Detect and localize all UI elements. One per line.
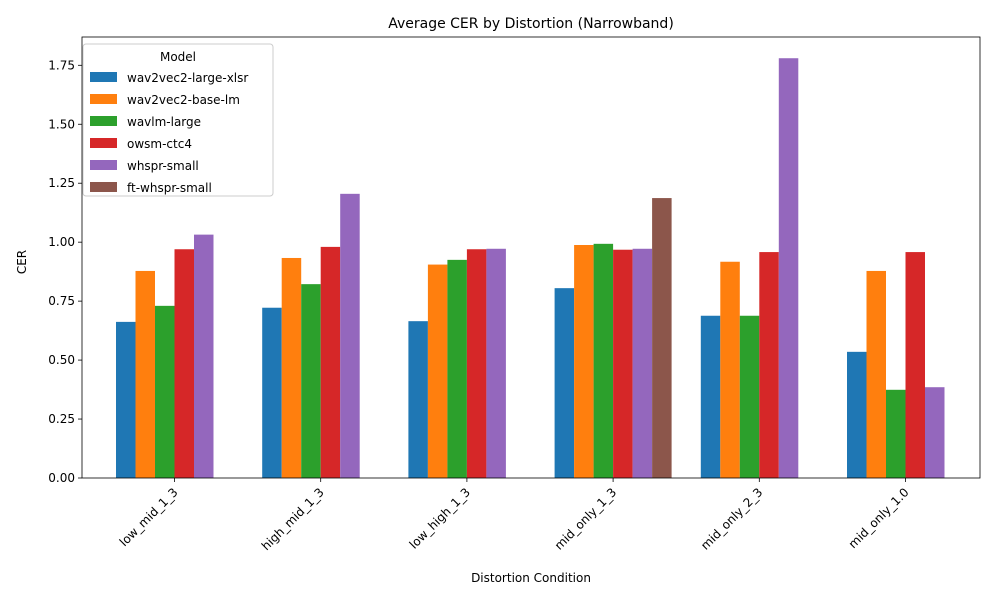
bar-whspr-small-mid_only_2_3	[778, 58, 799, 478]
bar-owsm-ctc4-mid_only_1_3	[613, 249, 633, 478]
bar-wavlm-large-low_high_1_3	[447, 259, 467, 478]
bar-wav2vec2-large-xlsr-mid_only_2_3	[700, 315, 721, 478]
legend-label-whspr-small: whspr-small	[127, 159, 199, 173]
bar-ft-whspr-small-mid_only_1_3	[652, 198, 672, 479]
legend-swatch-ft-whspr-small	[90, 182, 117, 192]
legend: Model wav2vec2-large-xlsr wav2vec2-base-lm…	[82, 43, 274, 197]
bar-owsm-ctc4-mid_only_1.0	[905, 252, 925, 478]
x-tick-label: mid_only_1.0	[846, 485, 912, 551]
bar-wav2vec2-base-lm-mid_only_1.0	[866, 270, 886, 478]
bar-owsm-ctc4-low_high_1_3	[466, 249, 487, 478]
bar-wav2vec2-large-xlsr-low_high_1_3	[408, 321, 428, 478]
bar-wav2vec2-base-lm-low_high_1_3	[427, 264, 448, 478]
bar-wav2vec2-base-lm-mid_only_2_3	[720, 261, 740, 478]
y-axis-label: CER	[15, 250, 29, 274]
bar-wav2vec2-base-lm-low_mid_1_3	[135, 270, 155, 478]
bar-wavlm-large-mid_only_2_3	[739, 315, 760, 478]
legend-swatch-wav2vec2-base-lm	[90, 94, 117, 104]
bar-whspr-small-high_mid_1_3	[340, 193, 360, 478]
bar-wav2vec2-base-lm-mid_only_1_3	[574, 245, 594, 478]
x-tick-label: mid_only_1_3	[552, 485, 619, 552]
x-tick-label: low_mid_1_3	[117, 485, 181, 549]
y-tick-label: 1.75	[48, 58, 75, 72]
bar-whspr-small-low_mid_1_3	[194, 234, 214, 478]
bar-whspr-small-mid_only_1.0	[925, 387, 945, 478]
legend-swatch-owsm-ctc4	[90, 138, 117, 148]
bar-wav2vec2-large-xlsr-low_mid_1_3	[116, 321, 136, 478]
y-tick-label: 1.50	[48, 117, 75, 131]
bar-whspr-small-low_high_1_3	[486, 248, 506, 478]
legend-label-wav2vec2-base-lm: wav2vec2-base-lm	[127, 93, 240, 107]
legend-label-wavlm-large: wavlm-large	[127, 115, 201, 129]
y-tick-label: 0.25	[48, 412, 75, 426]
y-tick-label: 1.00	[48, 235, 75, 249]
legend-swatch-wav2vec2-large-xlsr	[90, 72, 117, 82]
bars-group	[116, 58, 945, 479]
y-tick-label: 1.25	[48, 176, 75, 190]
bar-wav2vec2-base-lm-high_mid_1_3	[281, 257, 302, 478]
legend-box	[82, 43, 274, 197]
bar-wav2vec2-large-xlsr-high_mid_1_3	[262, 307, 282, 478]
x-tick-label: low_high_1_3	[407, 485, 473, 551]
legend-swatch-wavlm-large	[90, 116, 117, 126]
bar-wavlm-large-low_mid_1_3	[155, 305, 175, 478]
bar-owsm-ctc4-high_mid_1_3	[320, 246, 341, 478]
bar-wav2vec2-large-xlsr-mid_only_1.0	[847, 351, 867, 478]
legend-label-owsm-ctc4: owsm-ctc4	[127, 137, 192, 151]
x-tick-label: mid_only_2_3	[698, 485, 765, 552]
bar-wav2vec2-large-xlsr-mid_only_1_3	[554, 288, 575, 478]
legend-label-ft-whspr-small: ft-whspr-small	[127, 181, 212, 195]
chart-title: Average CER by Distortion (Narrowband)	[388, 16, 674, 32]
x-tick-label: high_mid_1_3	[259, 485, 327, 553]
x-axis-label: Distortion Condition	[471, 571, 591, 585]
legend-swatch-whspr-small	[90, 160, 117, 170]
bar-whspr-small-mid_only_1_3	[632, 248, 653, 478]
bar-wavlm-large-high_mid_1_3	[301, 284, 321, 478]
y-tick-label: 0.75	[48, 294, 75, 308]
bar-wavlm-large-mid_only_1.0	[886, 389, 906, 478]
y-tick-label: 0.50	[48, 353, 75, 367]
bar-wavlm-large-mid_only_1_3	[593, 243, 614, 478]
bar-owsm-ctc4-low_mid_1_3	[174, 249, 194, 478]
legend-label-wav2vec2-large-xlsr: wav2vec2-large-xlsr	[127, 71, 248, 85]
y-tick-label: 0.00	[48, 471, 75, 485]
legend-title: Model	[160, 50, 196, 64]
plot-frame	[81, 36, 981, 479]
bar-owsm-ctc4-mid_only_2_3	[759, 252, 779, 478]
